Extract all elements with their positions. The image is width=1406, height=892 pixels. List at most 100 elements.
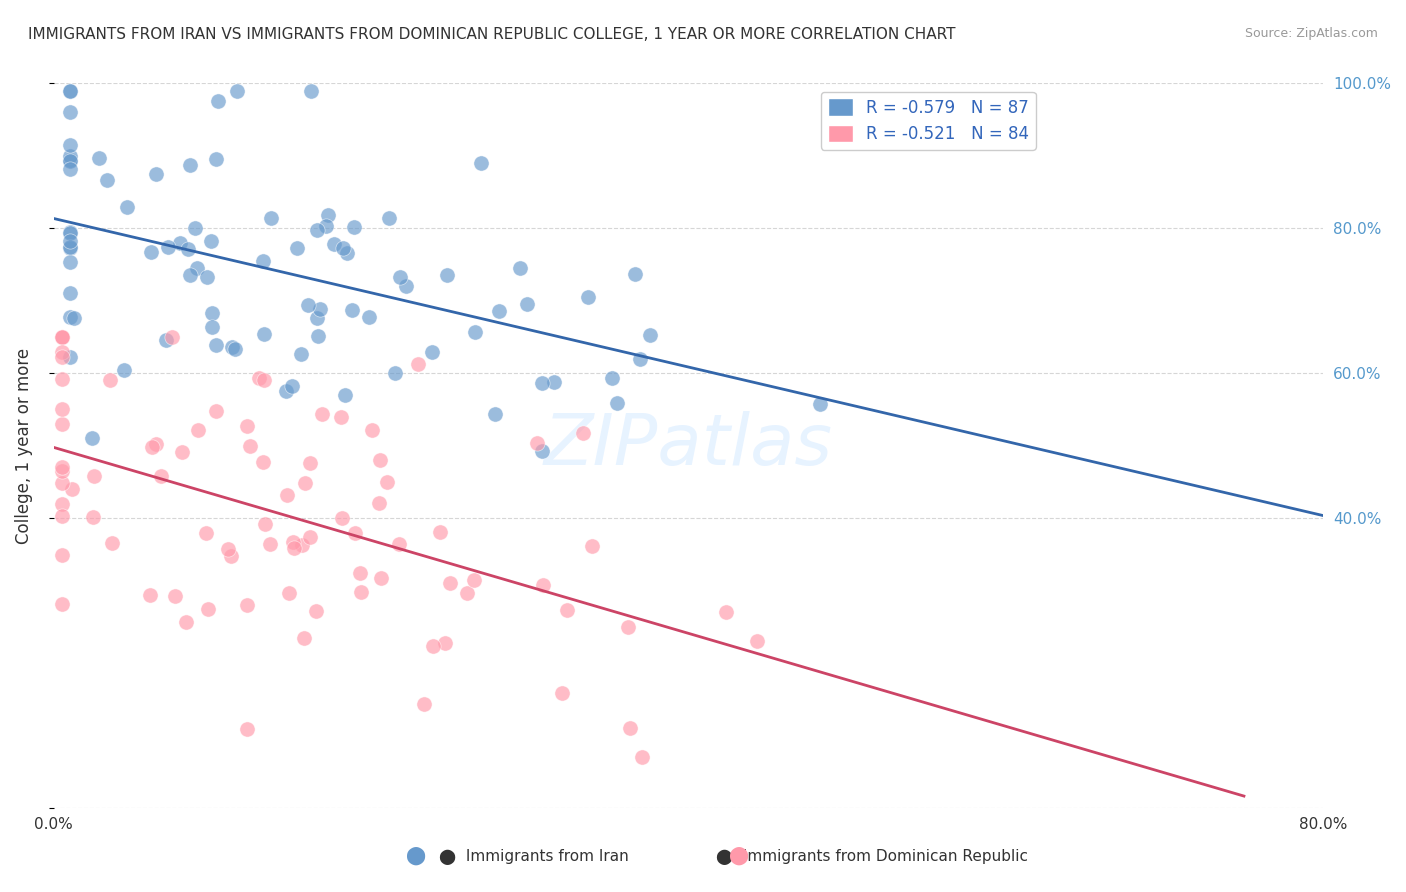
Point bbox=[619, 721, 641, 735]
Point bbox=[311, 407, 333, 421]
Text: ZIPatlas: ZIPatlas bbox=[544, 411, 834, 480]
Text: IMMIGRANTS FROM IRAN VS IMMIGRANTS FROM DOMINICAN REPUBLIC COLLEGE, 1 YEAR OR MO: IMMIGRANTS FROM IRAN VS IMMIGRANTS FROM … bbox=[28, 27, 956, 42]
Point bbox=[307, 329, 329, 343]
Point bbox=[276, 488, 298, 502]
Point bbox=[197, 602, 219, 616]
Point bbox=[360, 423, 382, 437]
Point bbox=[179, 158, 201, 172]
Point bbox=[224, 342, 246, 356]
Point bbox=[176, 242, 198, 256]
Point bbox=[531, 578, 554, 592]
Point bbox=[51, 351, 73, 365]
Point bbox=[617, 619, 640, 633]
Point bbox=[484, 407, 506, 421]
Point bbox=[368, 496, 391, 510]
Point bbox=[201, 320, 224, 334]
Point bbox=[253, 517, 276, 532]
Point bbox=[349, 566, 371, 581]
Point bbox=[377, 475, 399, 489]
Point bbox=[59, 84, 82, 98]
Point bbox=[89, 151, 111, 165]
Point bbox=[277, 586, 299, 600]
Point bbox=[195, 270, 218, 285]
Point bbox=[157, 240, 180, 254]
Point bbox=[299, 530, 322, 544]
Point bbox=[359, 310, 381, 325]
Point bbox=[204, 337, 226, 351]
Point bbox=[59, 84, 82, 98]
Point bbox=[83, 468, 105, 483]
Point bbox=[51, 344, 73, 359]
Point bbox=[59, 227, 82, 241]
Point bbox=[299, 456, 322, 470]
Point bbox=[422, 344, 444, 359]
Point bbox=[145, 437, 167, 451]
Point bbox=[51, 598, 73, 612]
Point bbox=[59, 310, 82, 325]
Point bbox=[294, 475, 316, 490]
Point bbox=[433, 636, 456, 650]
Point bbox=[628, 351, 651, 366]
Point bbox=[238, 439, 260, 453]
Point bbox=[186, 260, 208, 275]
Point bbox=[464, 325, 486, 339]
Text: Source: ZipAtlas.com: Source: ZipAtlas.com bbox=[1244, 27, 1378, 40]
Point bbox=[155, 334, 177, 348]
Point bbox=[395, 278, 418, 293]
Point bbox=[59, 154, 82, 169]
Point bbox=[63, 310, 86, 325]
Point bbox=[51, 460, 73, 475]
Point bbox=[368, 453, 391, 467]
Point bbox=[551, 686, 574, 700]
Point bbox=[200, 235, 222, 249]
Point bbox=[59, 225, 82, 239]
Point bbox=[51, 417, 73, 432]
Point bbox=[343, 220, 366, 235]
Point bbox=[808, 397, 831, 411]
Text: ⬤: ⬤ bbox=[728, 847, 748, 865]
Point bbox=[332, 241, 354, 255]
Point bbox=[285, 241, 308, 255]
Point bbox=[329, 409, 352, 424]
Point bbox=[219, 549, 242, 563]
Point bbox=[252, 254, 274, 268]
Point bbox=[745, 634, 768, 648]
Point bbox=[571, 425, 593, 440]
Y-axis label: College, 1 year or more: College, 1 year or more bbox=[15, 348, 32, 543]
Point bbox=[247, 371, 270, 385]
Point bbox=[343, 526, 366, 541]
Point bbox=[297, 298, 319, 312]
Point bbox=[526, 436, 548, 450]
Point bbox=[96, 173, 118, 187]
Text: ⬤  Immigrants from Iran: ⬤ Immigrants from Iran bbox=[440, 849, 628, 865]
Point bbox=[309, 302, 332, 317]
Point bbox=[470, 156, 492, 170]
Point bbox=[531, 443, 554, 458]
Point bbox=[205, 404, 228, 418]
Point bbox=[226, 84, 249, 98]
Point bbox=[370, 571, 392, 585]
Point bbox=[59, 285, 82, 300]
Point bbox=[378, 211, 401, 226]
Point bbox=[194, 526, 217, 541]
Point bbox=[200, 306, 222, 320]
Point bbox=[80, 430, 103, 444]
Point bbox=[350, 585, 373, 599]
Point bbox=[638, 328, 661, 343]
Point bbox=[117, 200, 139, 214]
Point bbox=[509, 261, 531, 276]
Point bbox=[388, 536, 411, 550]
Point bbox=[145, 167, 167, 181]
Point bbox=[260, 211, 283, 225]
Point bbox=[252, 455, 274, 469]
Point bbox=[463, 574, 485, 588]
Point bbox=[207, 95, 229, 109]
Point bbox=[82, 510, 104, 524]
Point bbox=[221, 340, 243, 354]
Point bbox=[141, 440, 163, 454]
Point bbox=[292, 631, 315, 645]
Point bbox=[98, 373, 121, 387]
Point bbox=[259, 537, 281, 551]
Point bbox=[51, 497, 73, 511]
Point bbox=[305, 604, 328, 618]
